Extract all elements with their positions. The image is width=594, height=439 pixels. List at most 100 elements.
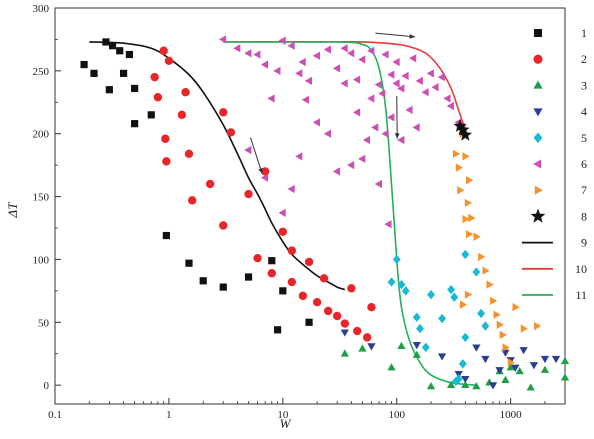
data-point [409, 54, 416, 62]
data-point [267, 94, 274, 102]
data-point [462, 152, 469, 160]
legend-label-5: 5 [581, 131, 587, 145]
data-point [397, 342, 405, 349]
data-point [387, 113, 394, 121]
data-point [461, 250, 469, 259]
y-axis-label: ΔT [5, 202, 20, 219]
data-point [163, 232, 170, 239]
series-2 [150, 47, 375, 342]
guide-arrow-shaft [375, 33, 415, 37]
data-point [288, 246, 296, 254]
data-point [341, 329, 349, 336]
data-point [500, 331, 507, 339]
data-point [402, 286, 410, 295]
data-point [367, 303, 375, 311]
data-point [106, 86, 113, 93]
data-point [416, 77, 423, 85]
series-7 [453, 130, 541, 367]
data-point [341, 349, 349, 356]
x-tick-label: 100 [388, 409, 405, 421]
data-point [465, 290, 472, 298]
data-point [185, 150, 193, 158]
data-point [447, 102, 454, 110]
data-point [80, 61, 87, 68]
data-point [447, 285, 455, 294]
data-point [233, 44, 240, 52]
data-point [530, 362, 538, 369]
data-point [219, 35, 226, 43]
data-point [305, 77, 312, 85]
curve-11 [223, 42, 476, 385]
legend-label-7: 7 [581, 183, 587, 197]
data-point [185, 260, 192, 267]
data-point [244, 49, 251, 57]
data-point [102, 38, 109, 45]
data-point [387, 70, 394, 78]
data-point [427, 290, 435, 299]
data-point [427, 69, 434, 77]
data-point [261, 60, 268, 68]
y-tick-label: 300 [33, 3, 50, 15]
data-point [472, 345, 480, 352]
legend-marker-2 [533, 55, 542, 64]
y-tick-label: 250 [33, 66, 50, 78]
data-point [347, 161, 354, 169]
data-point [333, 312, 341, 320]
legend-label-11: 11 [575, 288, 587, 302]
data-point [367, 94, 374, 102]
series-4 [341, 329, 560, 389]
guide-arrow-head [258, 168, 262, 174]
data-point [333, 64, 340, 72]
data-point [220, 283, 227, 290]
data-point [299, 292, 307, 300]
legend-label-4: 4 [581, 105, 587, 119]
data-point [219, 108, 227, 116]
data-point [131, 85, 138, 92]
data-point [375, 81, 382, 89]
data-point [405, 106, 412, 114]
legend-marker-4 [533, 108, 542, 116]
data-point [371, 123, 378, 131]
data-point [245, 273, 252, 280]
data-point [561, 373, 569, 380]
data-point [274, 326, 281, 333]
data-point [392, 58, 399, 66]
data-point [363, 333, 371, 341]
data-point [131, 120, 138, 127]
data-point [519, 347, 527, 354]
legend-marker-5 [534, 133, 543, 143]
data-point [305, 319, 312, 326]
data-point [268, 269, 276, 277]
data-point [188, 196, 196, 204]
points-layer [80, 35, 569, 390]
data-point [268, 257, 275, 264]
data-point [116, 47, 123, 54]
guide-arrow-head [395, 133, 400, 139]
data-point [393, 255, 401, 264]
data-point [279, 209, 286, 217]
data-point [313, 118, 320, 126]
data-point [313, 298, 321, 306]
data-point [501, 376, 509, 383]
data-point [347, 284, 355, 292]
data-point [421, 88, 428, 96]
data-point [541, 366, 549, 373]
legend-marker-6 [533, 159, 541, 168]
data-point [431, 83, 438, 91]
data-point [340, 44, 347, 52]
data-point [541, 356, 549, 363]
data-point [358, 344, 366, 351]
data-point [388, 277, 396, 286]
data-point [367, 343, 375, 350]
data-point [422, 343, 430, 352]
data-point [443, 94, 450, 102]
data-point [413, 313, 421, 322]
x-tick-label: 1 [166, 409, 172, 421]
y-tick-label: 100 [33, 254, 50, 266]
x-axis-label: W [280, 416, 292, 431]
data-point [273, 67, 280, 75]
data-point [481, 321, 489, 330]
